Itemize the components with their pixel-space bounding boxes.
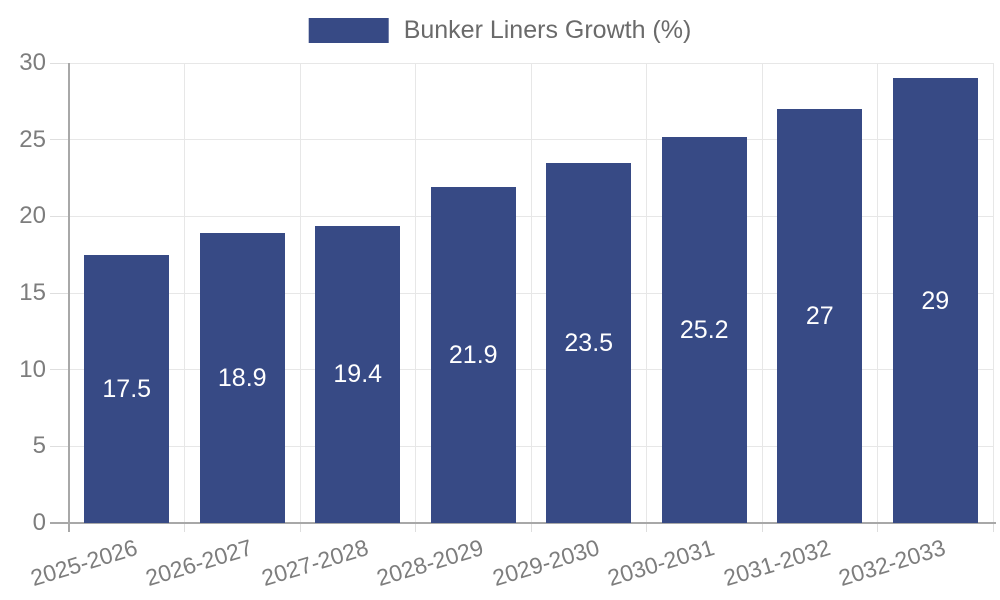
bar-value-label: 29 (921, 286, 950, 315)
y-tick-label: 10 (19, 355, 46, 383)
y-tick-label: 5 (32, 432, 46, 460)
gridline-x (646, 63, 647, 523)
bar[interactable]: 19.4 (315, 225, 401, 523)
x-tick-label: 2029-2030 (489, 534, 603, 592)
x-tick (761, 523, 763, 532)
y-tick-label: 15 (19, 279, 46, 306)
y-tick-label: 30 (19, 49, 46, 76)
bar-value-label: 25.2 (679, 315, 729, 344)
bar[interactable]: 18.9 (199, 233, 285, 523)
x-tick (646, 523, 647, 532)
gridline-x (877, 63, 878, 523)
y-tick (50, 215, 69, 217)
y-tick-label: 25 (19, 125, 46, 153)
x-tick (415, 523, 416, 532)
bar[interactable]: 25.2 (661, 136, 747, 523)
x-tick-label: 2027-2028 (258, 534, 372, 592)
x-tick (877, 523, 878, 532)
legend-item[interactable]: Bunker Liners Growth (%) (308, 16, 692, 44)
x-axis-line (50, 522, 996, 524)
bar[interactable]: 17.5 (84, 254, 170, 523)
y-tick (50, 369, 69, 371)
x-tick (992, 523, 994, 532)
gridline-x (184, 63, 185, 523)
bar-value-label: 17.5 (102, 374, 152, 403)
y-tick (50, 62, 69, 64)
x-tick-label: 2025-2026 (27, 534, 141, 592)
y-tick (50, 292, 69, 294)
x-tick-label: 2026-2027 (142, 534, 256, 592)
x-tick (530, 523, 532, 532)
bar[interactable]: 27 (777, 109, 863, 523)
y-axis-line (68, 63, 70, 532)
x-tick-label: 2028-2029 (373, 534, 487, 592)
gridline-x (992, 63, 994, 523)
gridline-x (530, 63, 532, 523)
bar[interactable]: 29 (892, 78, 978, 523)
x-tick (184, 523, 185, 532)
x-tick-label: 2030-2031 (604, 534, 718, 592)
gridline-x (761, 63, 763, 523)
y-tick (50, 445, 69, 447)
legend-swatch (308, 18, 389, 43)
gridline-x (415, 63, 416, 523)
bar[interactable]: 21.9 (430, 187, 516, 523)
bar-value-label: 27 (805, 302, 834, 330)
y-tick-label: 0 (32, 509, 46, 536)
x-tick-label: 2031-2032 (720, 534, 834, 592)
x-tick (299, 523, 301, 532)
bar-value-label: 19.4 (333, 360, 383, 389)
bar-value-label: 23.5 (564, 328, 614, 357)
y-tick-label: 20 (19, 202, 46, 230)
y-tick (50, 139, 69, 141)
gridline-x (299, 63, 301, 523)
x-tick-label: 2032-2033 (835, 534, 949, 592)
bar-value-label: 21.9 (448, 341, 498, 370)
bar-value-label: 18.9 (217, 364, 267, 393)
legend-label: Bunker Liners Growth (%) (403, 16, 692, 44)
bar[interactable]: 23.5 (546, 162, 632, 523)
